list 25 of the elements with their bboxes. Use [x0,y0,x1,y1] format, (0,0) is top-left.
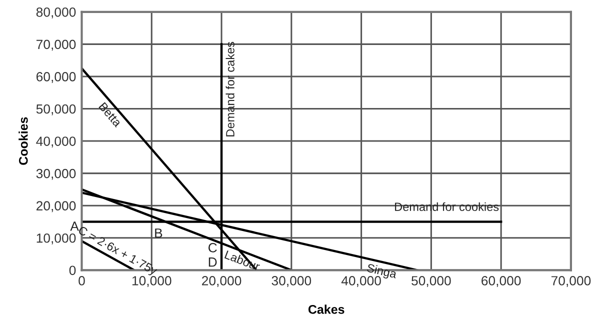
annotation: C [208,243,217,252]
annotation: B [155,228,162,238]
y-tick-label: 10,000 [36,233,76,244]
y-tick-label: 30,000 [36,168,76,180]
x-tick-label: 0 [78,276,85,286]
x-tick-label: 30,000 [272,276,312,287]
text: Labour [224,250,261,271]
text: Demand for cakes [226,42,234,136]
y-tick-label: 0 [69,266,76,276]
y-tick-label: 20,000 [36,201,76,212]
annotation: D [208,258,217,267]
x-tick-label: 50,000 [412,276,451,287]
x-tick-label: 70,000 [551,276,591,287]
x-axis-title: Cakes [308,304,344,314]
y-tick-label: 40,000 [36,136,76,148]
y-tick-label: 70,000 [36,40,76,51]
x-tick-label: 20,000 [202,276,242,287]
y-tick-label: 50,000 [36,104,76,116]
x-tick-label: 60,000 [482,276,521,287]
y-tick-label: 60,000 [36,72,76,83]
y-axis-title: Cookies [18,117,28,165]
x-tick-label: 10,000 [132,276,172,287]
x-tick-label: 40,000 [341,276,381,287]
annotation: A [70,222,79,231]
y-tick-label: 80,000 [36,7,76,18]
